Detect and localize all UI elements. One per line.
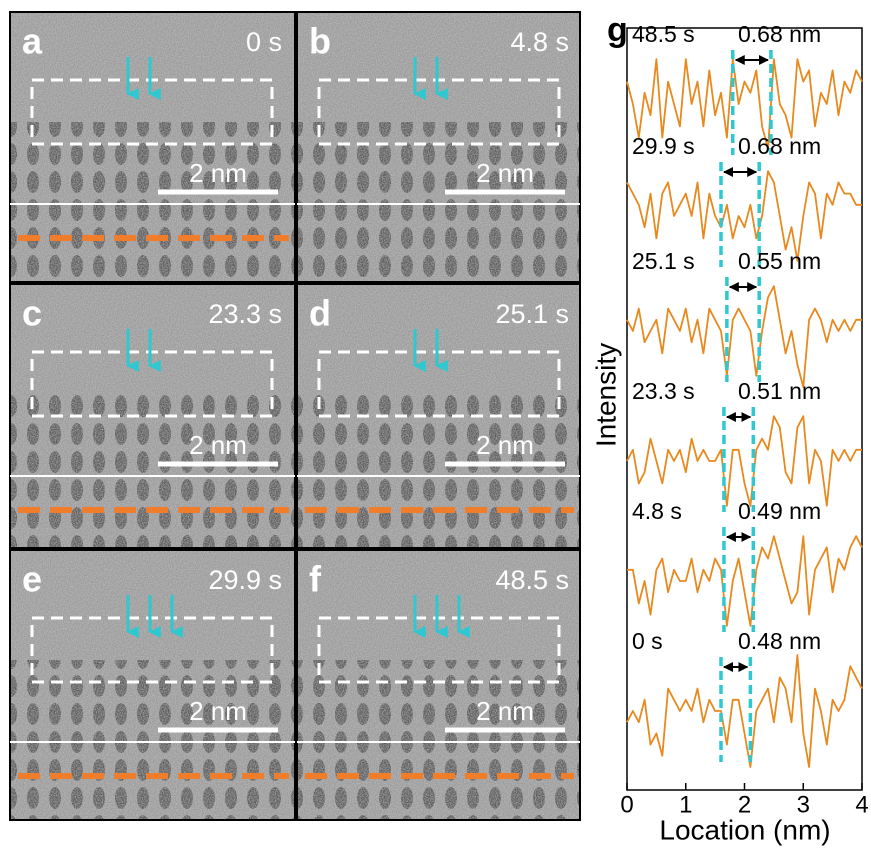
scale-label: 2 nm bbox=[189, 696, 247, 726]
profile-curve bbox=[626, 58, 863, 150]
spacing-label: 0.51 nm bbox=[738, 378, 821, 404]
region-box bbox=[30, 350, 274, 418]
panel-label: d bbox=[309, 293, 331, 334]
region-box bbox=[30, 78, 274, 146]
profile-curve bbox=[626, 415, 862, 507]
series-label: 48.5 s bbox=[632, 21, 695, 47]
panel-border bbox=[296, 11, 581, 283]
panel-border bbox=[296, 549, 581, 821]
spacing-label: 0.68 nm bbox=[738, 21, 821, 47]
spacing-label: 0.49 nm bbox=[738, 498, 821, 524]
spacing-label: 0.68 nm bbox=[738, 133, 821, 159]
panel-border bbox=[9, 549, 296, 821]
series-label: 4.8 s bbox=[632, 498, 682, 524]
panel-label: f bbox=[309, 559, 322, 600]
profile-curve bbox=[627, 535, 863, 627]
series-label: 25.1 s bbox=[632, 248, 695, 274]
x-tick-label: 3 bbox=[797, 791, 810, 818]
scale-label: 2 nm bbox=[189, 430, 247, 460]
series-label: 0 s bbox=[632, 628, 663, 654]
time-label: 48.5 s bbox=[495, 565, 569, 595]
region-box bbox=[317, 616, 561, 684]
profile-curve bbox=[626, 654, 863, 768]
panel-label: g bbox=[607, 11, 628, 49]
panel-label: e bbox=[22, 559, 42, 600]
x-tick-label: 1 bbox=[679, 791, 692, 818]
x-tick-label: 2 bbox=[738, 791, 751, 818]
x-axis-label: Location (nm) bbox=[659, 814, 830, 845]
profile-curve bbox=[626, 170, 862, 262]
panel-border bbox=[296, 283, 581, 549]
region-box bbox=[317, 350, 561, 418]
x-tick-label: 0 bbox=[620, 791, 633, 818]
region-box bbox=[30, 616, 274, 684]
time-label: 0 s bbox=[246, 27, 282, 57]
panel-label: a bbox=[22, 21, 43, 62]
time-label: 4.8 s bbox=[510, 27, 569, 57]
y-axis-label: Intensity bbox=[590, 343, 621, 447]
scale-label: 2 nm bbox=[189, 158, 247, 188]
scale-label: 2 nm bbox=[476, 158, 534, 188]
scale-label: 2 nm bbox=[476, 430, 534, 460]
panel-label: b bbox=[309, 21, 331, 62]
time-label: 23.3 s bbox=[208, 299, 282, 329]
panel-border bbox=[9, 283, 296, 549]
profile-curve bbox=[626, 285, 862, 388]
panel-label: c bbox=[22, 293, 42, 334]
panel-border bbox=[9, 11, 296, 283]
series-label: 23.3 s bbox=[632, 378, 695, 404]
x-tick-label: 4 bbox=[855, 791, 868, 818]
time-label: 25.1 s bbox=[495, 299, 569, 329]
scale-label: 2 nm bbox=[476, 696, 534, 726]
spacing-label: 0.55 nm bbox=[738, 248, 821, 274]
spacing-label: 0.48 nm bbox=[738, 628, 821, 654]
time-label: 29.9 s bbox=[208, 565, 282, 595]
region-box bbox=[317, 78, 561, 146]
series-label: 29.9 s bbox=[632, 133, 695, 159]
